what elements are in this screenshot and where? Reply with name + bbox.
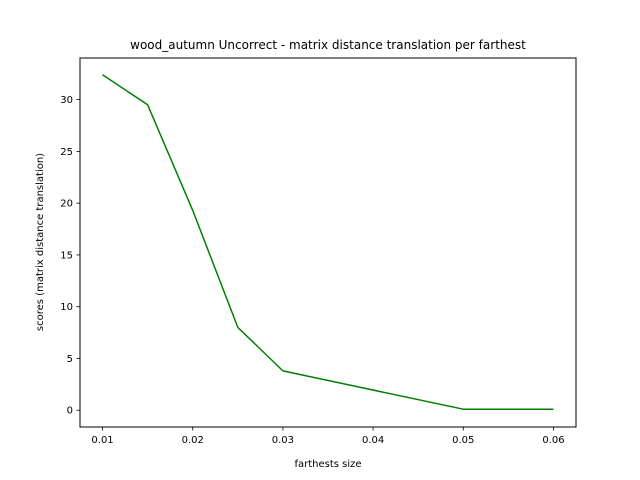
x-axis: 0.01 0.02 0.03 0.04 0.05 0.06 — [91, 427, 565, 446]
y-tick-label: 30 — [60, 95, 73, 106]
plot-area — [102, 74, 554, 410]
plot-frame — [79, 57, 577, 428]
x-tick-label: 0.03 — [272, 435, 294, 446]
y-tick-label: 5 — [67, 354, 73, 365]
y-tick-label: 25 — [60, 147, 73, 158]
y-axis-label: scores (matrix distance translation) — [35, 153, 46, 331]
y-tick-label: 10 — [60, 302, 73, 313]
chart-title: wood_autumn Uncorrect - matrix distance … — [130, 38, 526, 52]
y-tick-label: 20 — [60, 199, 73, 210]
y-tick-label: 15 — [60, 250, 73, 261]
series-line-0 — [102, 74, 554, 410]
x-tick-label: 0.01 — [91, 435, 113, 446]
x-axis-label: farthests size — [294, 459, 361, 470]
y-tick-label: 0 — [67, 406, 73, 417]
x-tick-label: 0.06 — [542, 435, 564, 446]
x-tick-label: 0.04 — [362, 435, 384, 446]
x-tick-label: 0.02 — [182, 435, 204, 446]
x-tick-label: 0.05 — [452, 435, 474, 446]
y-axis: 0 5 10 15 20 25 30 — [60, 95, 80, 417]
